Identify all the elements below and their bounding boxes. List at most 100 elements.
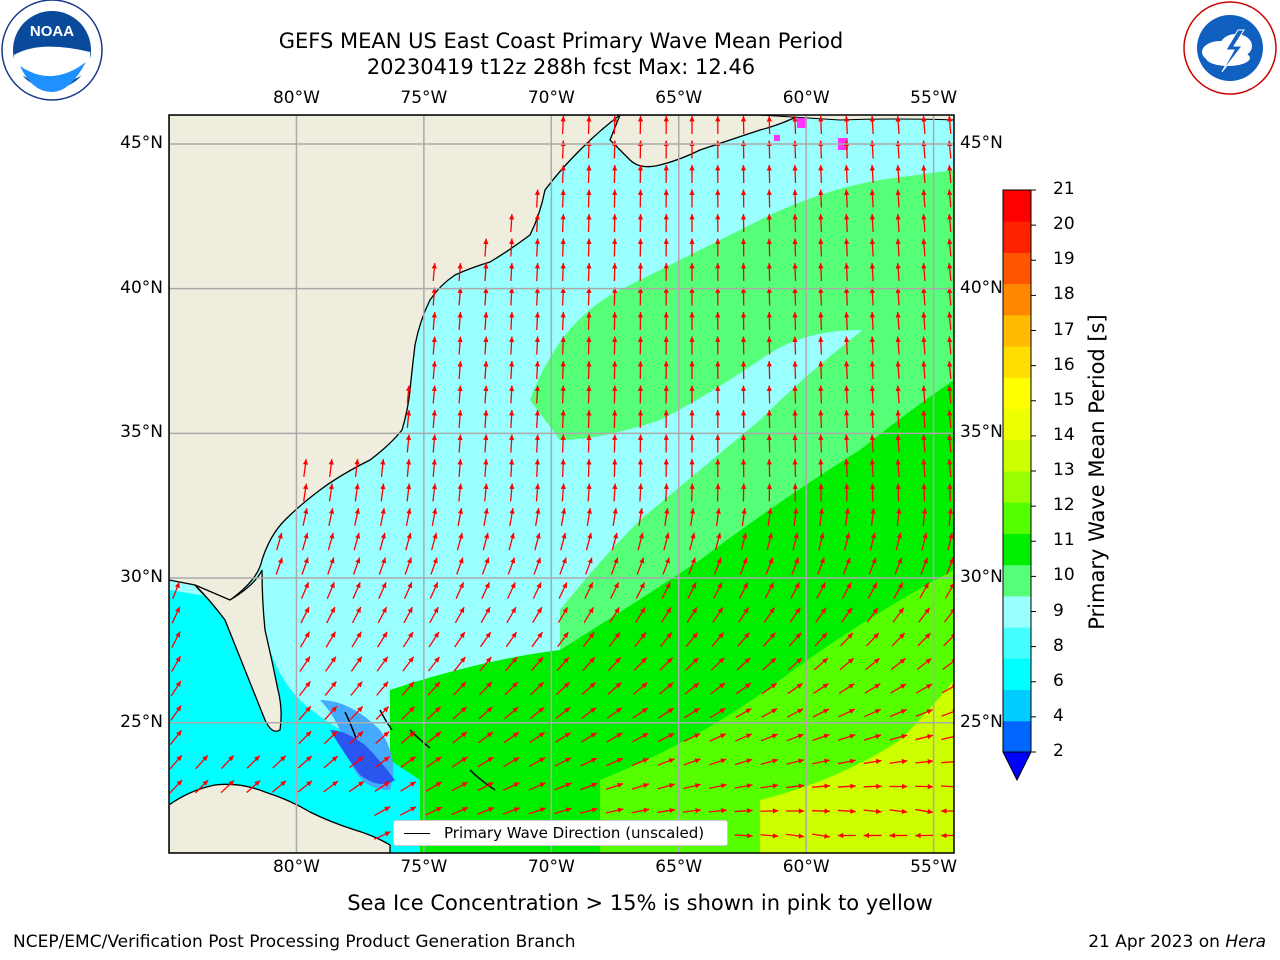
- wave-arrow-head: [509, 532, 515, 539]
- wave-arrow-head: [947, 116, 953, 122]
- wave-arrow-head: [795, 607, 801, 614]
- wave-arrow-head: [766, 312, 772, 318]
- wave-arrow-head: [663, 214, 669, 220]
- colorbar-segment: [1003, 221, 1031, 253]
- wave-arrow-head: [431, 434, 437, 441]
- wave-arrow-head: [849, 733, 856, 739]
- wave-arrow-head: [694, 758, 701, 764]
- colorbar-tick-label: 16: [1053, 354, 1075, 375]
- wave-arrow-head: [406, 557, 412, 564]
- wave-arrow-head: [666, 632, 672, 639]
- wave-arrow-head: [565, 782, 572, 788]
- wave-arrow-head: [405, 434, 412, 441]
- wave-arrow-head: [617, 807, 624, 813]
- wave-arrow-head: [408, 656, 414, 663]
- wave-arrow-head: [793, 508, 799, 514]
- wave-arrow-head: [821, 632, 828, 639]
- wave-arrow-head: [175, 606, 180, 613]
- wave-arrow-head: [589, 682, 596, 689]
- colorbar-segment: [1003, 627, 1031, 659]
- lat-tick-label: 25°N: [960, 711, 1003, 732]
- wave-arrow-head: [689, 189, 695, 195]
- wave-arrow-head: [740, 189, 747, 195]
- wave-arrow-head: [844, 508, 850, 514]
- wave-arrow-head: [792, 410, 798, 416]
- wave-arrow-head: [846, 582, 852, 589]
- wave-arrow-head: [638, 508, 644, 514]
- wave-arrow-head: [924, 607, 930, 614]
- lon-tick-label: 70°W: [527, 857, 575, 877]
- wave-arrow-head: [921, 459, 927, 465]
- wave-arrow-head: [380, 508, 386, 514]
- wave-arrow-head: [950, 634, 954, 639]
- wave-arrow-head: [792, 116, 798, 122]
- wave-arrow-head: [772, 833, 779, 839]
- wave-arrow-head: [921, 214, 927, 220]
- wave-arrow-head: [406, 532, 412, 539]
- wave-arrow-head: [844, 287, 850, 294]
- wave-arrow-head: [380, 532, 386, 539]
- wave-arrow-head: [460, 706, 467, 713]
- wave-arrow-head: [769, 607, 775, 614]
- wave-arrow-head: [689, 287, 695, 293]
- wave-arrow-head: [535, 532, 541, 539]
- lon-tick-label: 55°W: [910, 88, 958, 108]
- wave-arrow-head: [483, 385, 489, 392]
- wave-arrow-head: [663, 263, 669, 269]
- wave-arrow-head: [818, 312, 824, 318]
- wave-arrow-head: [792, 336, 798, 342]
- wave-arrow-head: [899, 633, 905, 639]
- wave-arrow-head: [921, 508, 928, 514]
- wave-arrow-head: [305, 706, 311, 712]
- wave-arrow-head: [612, 287, 618, 293]
- wave-arrow-head: [844, 361, 850, 367]
- wave-arrow-head: [457, 385, 463, 392]
- colorbar-tick-label: 8: [1053, 635, 1064, 656]
- wave-arrow-head: [303, 532, 309, 539]
- wave-arrow-head: [717, 607, 723, 614]
- colorbar-segment: [1003, 658, 1031, 691]
- wave-arrow-head: [560, 287, 566, 294]
- wave-arrow-head: [484, 557, 490, 564]
- wave-arrow-head: [663, 459, 669, 465]
- wave-arrow-head: [406, 483, 412, 490]
- wave-arrow-head: [458, 532, 464, 539]
- sea-ice-note: Sea Ice Concentration > 15% is shown in …: [347, 891, 933, 915]
- map-gridlines: [169, 115, 954, 853]
- wave-arrow-head: [823, 708, 830, 714]
- map-legend: Primary Wave Direction (unscaled): [393, 820, 728, 846]
- wave-arrow-head: [744, 657, 751, 664]
- wave-arrow-head: [792, 189, 798, 195]
- wave-arrow-head: [740, 361, 747, 367]
- wave-arrow-head: [921, 312, 927, 318]
- wave-arrow-head: [612, 165, 618, 171]
- wave-arrow-head: [431, 483, 437, 490]
- colorbar-segment: [1003, 471, 1031, 503]
- lon-tick-label: 65°W: [655, 88, 703, 108]
- wave-arrow-head: [486, 707, 493, 713]
- wave-arrow-head: [689, 116, 695, 122]
- legend-label: Primary Wave Direction (unscaled): [444, 824, 705, 842]
- wave-arrow-head: [689, 165, 695, 171]
- wave-arrow-head: [409, 756, 416, 762]
- wave-arrow-head: [901, 758, 908, 765]
- wave-arrow-head: [640, 632, 646, 639]
- wave-arrow-head: [383, 731, 390, 738]
- wave-arrow-head: [356, 681, 363, 688]
- wave-arrow-head: [844, 116, 850, 122]
- wave-arrow-head: [382, 681, 389, 688]
- wave-arrow-head: [743, 632, 750, 639]
- wave-arrow-head: [509, 312, 515, 318]
- wave-arrow-head: [947, 385, 953, 392]
- period-zone-9-10-north: [530, 170, 954, 440]
- wave-arrow-head: [616, 758, 623, 763]
- wave-arrow-head: [921, 238, 927, 245]
- wave-arrow-head: [823, 758, 830, 764]
- wave-arrow-head: [303, 557, 309, 564]
- wave-arrow-head: [743, 607, 749, 614]
- wave-arrow-head: [718, 657, 725, 664]
- land-north-america: [169, 115, 622, 604]
- wave-arrow-head: [895, 312, 901, 318]
- wave-arrow-head: [818, 483, 824, 489]
